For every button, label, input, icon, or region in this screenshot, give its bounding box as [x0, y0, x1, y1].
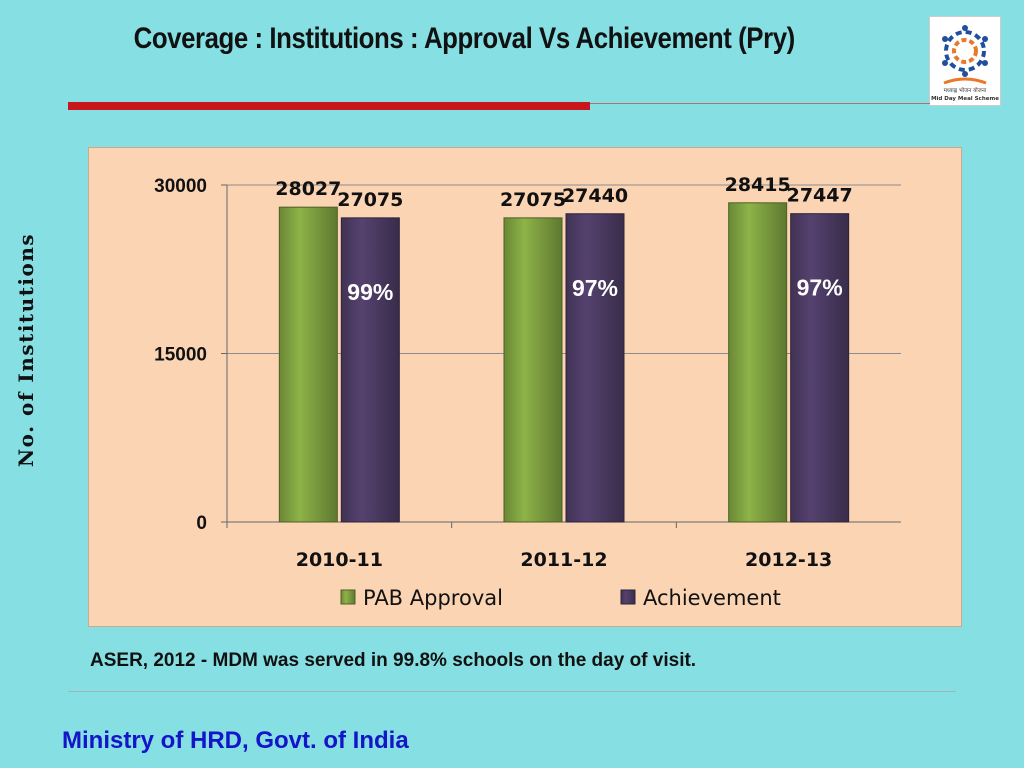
aser-note: ASER, 2012 - MDM was served in 99.8% sch…	[90, 650, 697, 671]
logo-figures-icon	[942, 25, 988, 85]
logo-subcaption: Mid Day Meal Scheme	[931, 96, 999, 102]
legend-label: Achievement	[643, 586, 781, 610]
x-category-label: 2010-11	[296, 549, 383, 571]
mid-day-meal-logo: मध्याह्न भोजन योजना Mid Day Meal Scheme	[929, 16, 1001, 106]
bar-pab-approval	[503, 217, 563, 523]
percent-annotation: 97%	[797, 275, 843, 301]
title-underline-red	[68, 102, 590, 110]
bar-pab-approval	[278, 206, 338, 523]
data-label: 27075	[337, 189, 403, 211]
percent-annotation: 99%	[347, 279, 393, 305]
data-label: 28415	[725, 174, 791, 196]
data-label: 28027	[275, 178, 341, 200]
footer-divider	[68, 691, 956, 692]
data-label: 27075	[500, 189, 566, 211]
bar-achievement	[565, 213, 625, 523]
y-tick-label: 15000	[154, 345, 207, 366]
y-axis-label: No. of Institutions	[14, 232, 38, 468]
bar-achievement	[790, 213, 850, 523]
bar-achievement	[340, 217, 400, 523]
legend-swatch	[620, 589, 636, 605]
legend-swatch	[340, 589, 356, 605]
x-category-label: 2011-12	[520, 549, 607, 571]
percent-annotation: 97%	[572, 275, 618, 301]
title-underline-thin	[590, 103, 930, 104]
y-tick-label: 30000	[154, 176, 207, 197]
data-label: 27447	[787, 185, 853, 207]
y-tick-label: 0	[196, 513, 207, 534]
footer-ministry: Ministry of HRD, Govt. of India	[62, 727, 409, 754]
logo-caption: मध्याह्न भोजन योजना	[944, 87, 987, 94]
data-label: 27440	[562, 185, 628, 207]
x-category-label: 2012-13	[745, 549, 832, 571]
chart-panel: 0 15000 30000 2010-11 28027 27075 99% 2011-12 27…	[88, 147, 962, 627]
bar-pab-approval	[728, 202, 788, 523]
legend-label: PAB Approval	[363, 586, 503, 610]
page-title: Coverage : Institutions : Approval Vs Ac…	[133, 22, 796, 55]
bar-chart: 015000300002010-11280272707599%2011-1227…	[154, 174, 901, 610]
